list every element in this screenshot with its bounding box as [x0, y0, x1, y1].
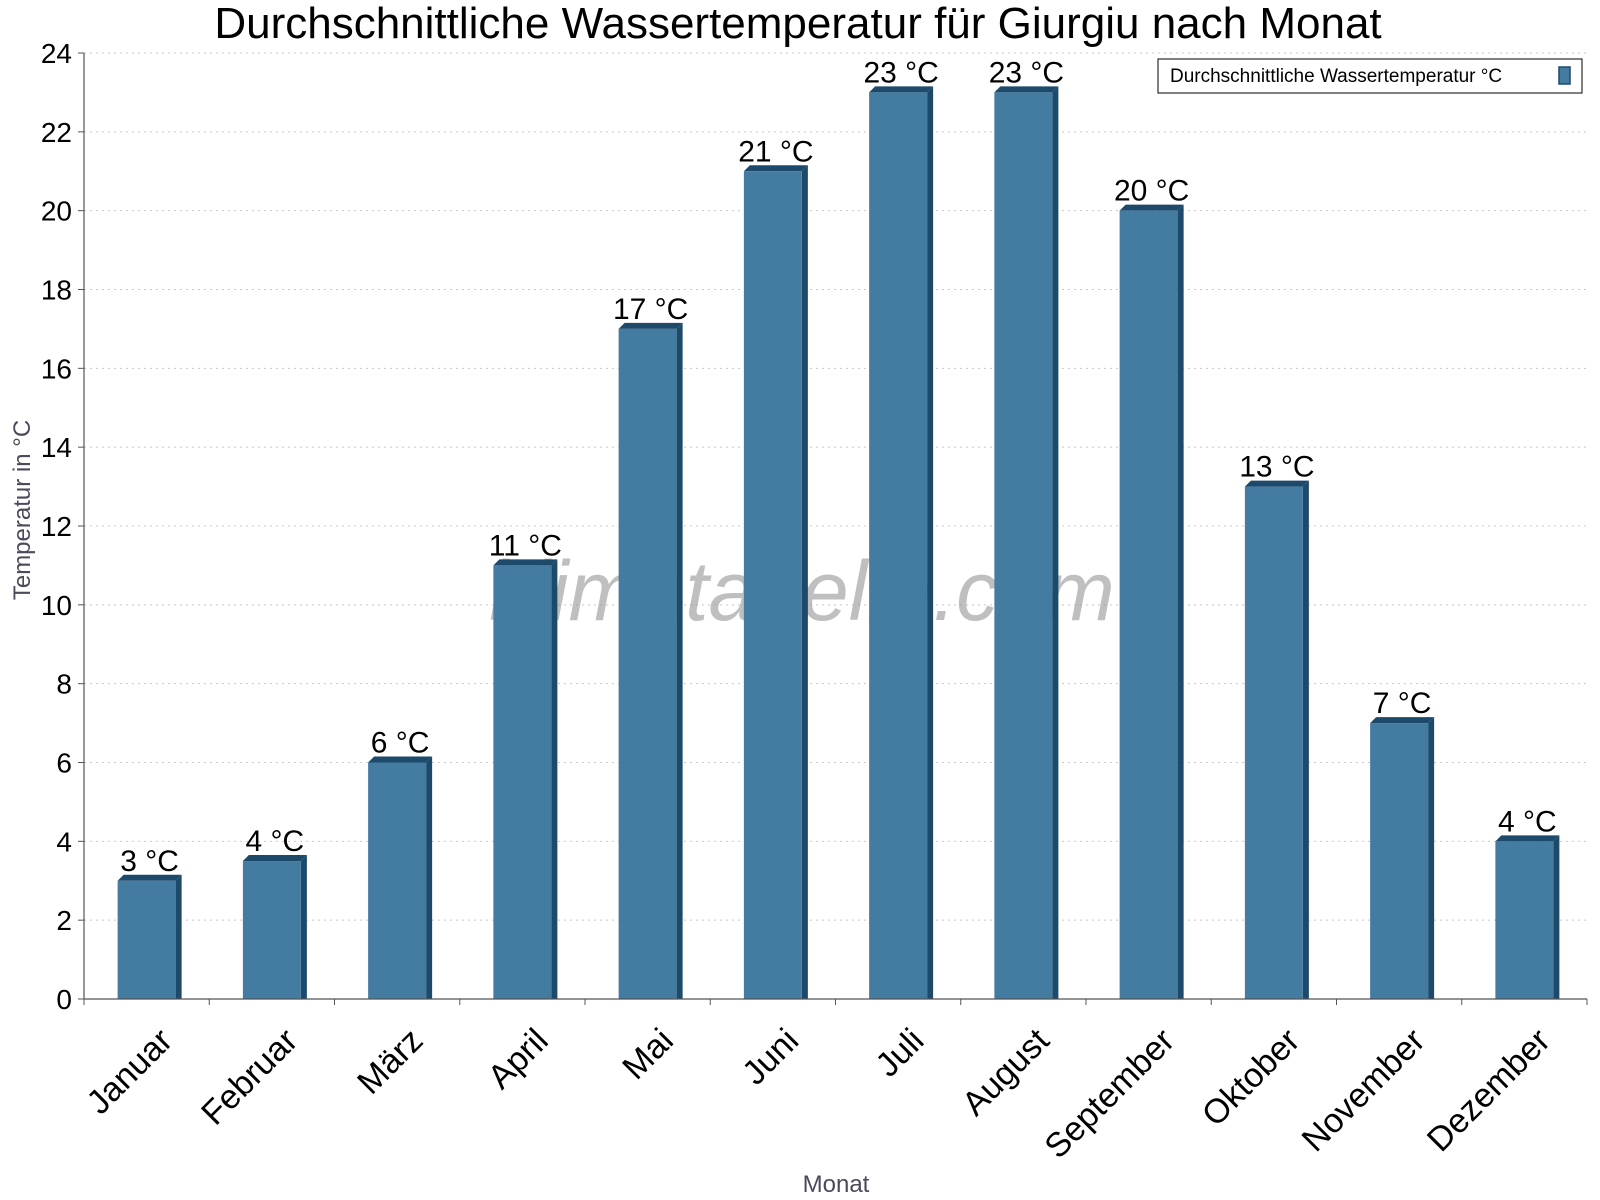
bar: [1244, 480, 1309, 999]
bar-side: [801, 165, 808, 999]
bars: [117, 86, 1560, 1000]
axes: [83, 53, 1588, 1005]
x-tick-label: Februar: [194, 1021, 305, 1132]
x-ticks: Januar Februar März April Mai Juni Juli AugustS…: [80, 1021, 1558, 1166]
bar-top: [743, 165, 808, 172]
bar-front: [1370, 723, 1429, 999]
x-tick-label: Juni: [735, 1021, 806, 1092]
x-tick-label: August: [955, 1021, 1057, 1123]
x-tick-label: März: [350, 1021, 430, 1101]
bar-side: [1177, 204, 1184, 999]
bar: [1370, 717, 1435, 999]
data-label: 4 °C: [1498, 805, 1557, 838]
data-label: 13 °C: [1239, 451, 1314, 484]
bar: [493, 559, 558, 999]
bar-front: [1119, 210, 1178, 999]
bar-side: [551, 559, 558, 999]
bar-side: [1302, 480, 1309, 999]
bar-top: [1119, 204, 1184, 211]
bar: [994, 86, 1059, 999]
bar-side: [1428, 717, 1435, 999]
bar-front: [994, 92, 1053, 999]
bar-side: [927, 86, 934, 999]
bar: [1495, 835, 1560, 999]
bar-top: [1495, 835, 1560, 842]
y-tick-label: 18: [41, 275, 72, 306]
bar: [743, 165, 808, 999]
bar-front: [743, 171, 802, 999]
bar-side: [676, 322, 683, 1000]
x-tick-label: Juli: [868, 1021, 931, 1084]
bar-front: [368, 762, 427, 999]
bar-front: [618, 328, 677, 1000]
bar-front: [117, 880, 176, 999]
data-label: 6 °C: [371, 727, 430, 760]
bar-front: [869, 92, 928, 999]
bar-front: [1244, 486, 1303, 999]
bar-front: [242, 861, 301, 999]
y-tick-label: 12: [41, 511, 72, 542]
bar: [1119, 204, 1184, 999]
y-tick-label: 14: [41, 432, 72, 463]
bar-top: [869, 86, 934, 93]
chart-title: Durchschnittliche Wassertemperatur für G…: [214, 0, 1381, 48]
bar-side: [1052, 86, 1059, 999]
x-tick-label: Oktober: [1195, 1021, 1307, 1133]
bar-top: [493, 559, 558, 566]
bar: [368, 756, 433, 999]
bar: [242, 855, 307, 999]
bar-top: [242, 855, 307, 862]
grid: [84, 52, 1587, 921]
bar-top: [1244, 480, 1309, 487]
bar: [869, 86, 934, 999]
data-label: 7 °C: [1373, 687, 1432, 720]
y-tick-label: 2: [56, 905, 72, 936]
data-labels: 3 °C 4 °C 6 °C 11 °C 17 °C 21 °C 23 °C 23 °C 20 …: [120, 56, 1556, 877]
x-axis-label: Monat: [803, 1171, 870, 1198]
legend: Durchschnittliche Wassertemperatur °C: [1157, 58, 1583, 94]
data-label: 17 °C: [613, 293, 688, 326]
legend-swatch: [1558, 66, 1571, 85]
y-tick-label: 4: [56, 826, 72, 857]
data-label: 21 °C: [738, 135, 813, 168]
x-tick-label: Mai: [615, 1021, 681, 1087]
x-tick-label: Januar: [80, 1021, 180, 1121]
bar: [117, 874, 182, 999]
y-axis-label: Temperatur in °C: [9, 420, 36, 600]
data-label: 3 °C: [120, 845, 179, 878]
bar-side: [300, 855, 307, 999]
bar-front: [1495, 841, 1554, 999]
data-label: 20 °C: [1114, 175, 1189, 208]
bar: [618, 322, 683, 1000]
bar-top: [994, 86, 1059, 93]
bar-side: [175, 874, 182, 999]
x-tick-label: April: [481, 1021, 556, 1096]
bar-side: [1553, 835, 1560, 999]
bar-top: [1370, 717, 1435, 724]
y-tick-label: 20: [41, 196, 72, 227]
y-tick-label: 24: [41, 38, 72, 69]
data-label: 11 °C: [489, 529, 562, 562]
y-tick-label: 16: [41, 353, 72, 384]
bar-top: [368, 756, 433, 763]
data-label: 23 °C: [863, 56, 938, 89]
legend-box: [1157, 58, 1583, 94]
y-tick-label: 22: [41, 117, 72, 148]
x-tick-label: November: [1295, 1021, 1433, 1159]
y-tick-label: 8: [56, 669, 72, 700]
data-label: 4 °C: [246, 825, 305, 858]
bar-side: [426, 756, 433, 999]
y-tick-label: 10: [41, 590, 72, 621]
bar-front: [493, 565, 552, 999]
y-tick-label: 0: [56, 984, 72, 1015]
bar-top: [117, 874, 182, 881]
x-tick-label: Dezember: [1420, 1021, 1558, 1159]
legend-label: Durchschnittliche Wassertemperatur °C: [1170, 66, 1502, 87]
bar-top: [618, 322, 683, 329]
y-tick-label: 6: [56, 748, 72, 779]
x-tick-label: September: [1037, 1021, 1181, 1165]
data-label: 23 °C: [989, 56, 1064, 89]
